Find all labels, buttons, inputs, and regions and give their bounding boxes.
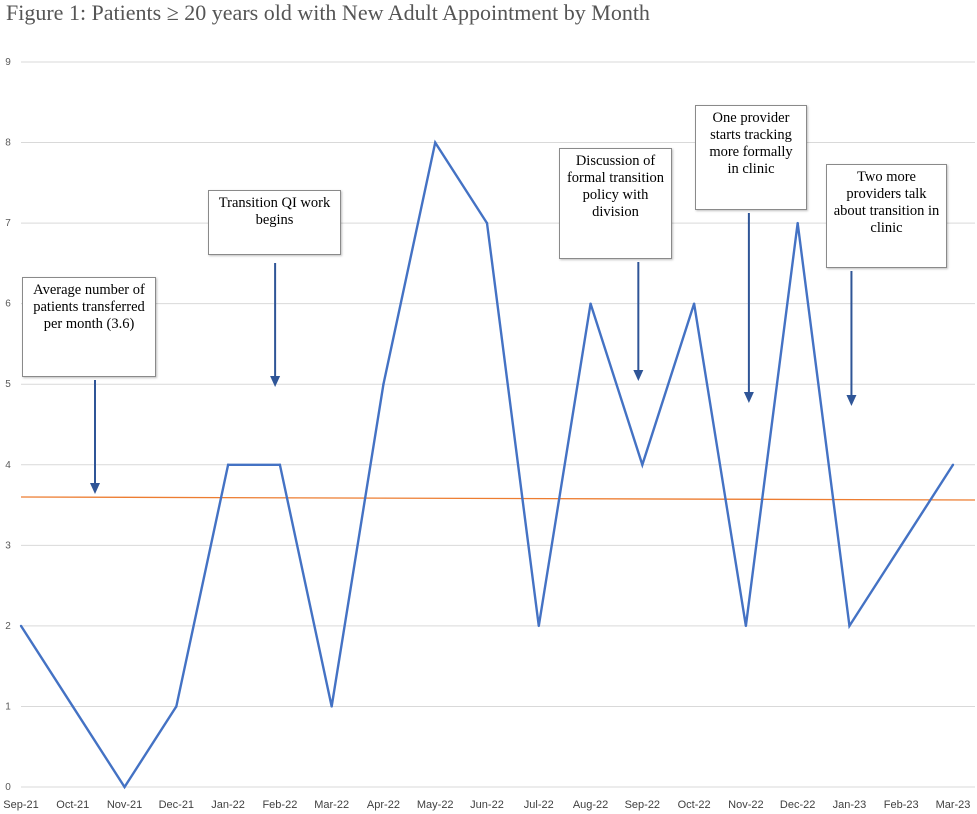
y-tick-label: 2 (5, 621, 11, 632)
annotation-arrow-head (743, 392, 754, 403)
x-tick-label: Jan-23 (833, 799, 867, 811)
chart-title: Figure 1: Patients ≥ 20 years old with N… (6, 0, 650, 25)
data-point (71, 705, 74, 708)
annotation-average: Average number of patients transferred p… (22, 277, 156, 377)
x-tick-label: Mar-22 (314, 799, 349, 811)
average-line (20, 496, 976, 501)
y-tick-label: 9 (5, 57, 11, 68)
y-tick-label: 7 (5, 218, 11, 229)
annotation-more-providers: Two more providers talk about transition… (826, 164, 947, 268)
y-axis-ticks: 0 1 2 3 4 5 6 7 8 9 (5, 57, 11, 793)
x-tick-label: Nov-21 (107, 799, 142, 811)
annotation-arrows (90, 213, 857, 494)
x-tick-label: Sep-22 (625, 799, 660, 811)
x-axis-ticks: Sep-21 Oct-21 Nov-21 Dec-21 Jan-22 Feb-22 Mar-… (3, 799, 970, 811)
x-tick-label: Jun-22 (470, 799, 504, 811)
y-tick-label: 3 (5, 540, 11, 551)
x-tick-label: Oct-22 (678, 799, 711, 811)
data-point (900, 544, 903, 547)
x-tick-label: Oct-21 (56, 799, 89, 811)
y-tick-label: 1 (5, 701, 11, 712)
data-point (744, 624, 748, 628)
x-tick-label: Jul-22 (524, 799, 554, 811)
x-tick-label: Jan-22 (211, 799, 245, 811)
x-tick-label: Dec-21 (159, 799, 194, 811)
data-point (434, 141, 437, 144)
data-point (19, 624, 23, 628)
data-point (485, 221, 489, 225)
annotation-arrow-head (90, 483, 100, 494)
annotation-arrow-head (270, 376, 281, 387)
average-line-group (20, 496, 976, 501)
data-point (589, 302, 592, 305)
data-point (226, 463, 230, 466)
y-tick-label: 8 (5, 138, 11, 149)
annotation-arrow-head (633, 370, 644, 381)
data-point (278, 463, 282, 466)
x-tick-label: Aug-22 (573, 799, 608, 811)
x-tick-label: Feb-23 (884, 799, 919, 811)
data-point (848, 624, 851, 628)
x-tick-label: Sep-21 (3, 799, 38, 811)
data-point (641, 463, 644, 466)
x-tick-label: Dec-22 (780, 799, 815, 811)
series-group (19, 139, 955, 790)
data-point (123, 785, 126, 789)
x-tick-label: Nov-22 (728, 799, 763, 811)
data-point (692, 302, 696, 305)
data-point (175, 705, 178, 708)
x-tick-label: Feb-22 (262, 799, 297, 811)
annotation-policy-discussion: Discussion of formal transition policy w… (559, 148, 672, 259)
y-tick-label: 6 (5, 299, 11, 310)
x-tick-label: Mar-23 (936, 799, 971, 811)
annotation-provider-tracking: One provider starts tracking more formal… (695, 105, 807, 210)
y-tick-label: 4 (5, 460, 11, 471)
data-point (537, 624, 540, 628)
data-point (951, 463, 955, 466)
gridlines (21, 61, 975, 788)
x-tick-label: May-22 (417, 799, 454, 811)
annotation-qi-work-begins: Transition QI work begins (208, 190, 341, 255)
y-tick-label: 0 (5, 782, 11, 793)
annotation-arrow-head (846, 395, 857, 406)
data-point (382, 383, 385, 386)
x-tick-label: Apr-22 (367, 799, 400, 811)
data-point (330, 705, 333, 708)
data-point (796, 221, 799, 225)
y-tick-label: 5 (5, 379, 11, 390)
